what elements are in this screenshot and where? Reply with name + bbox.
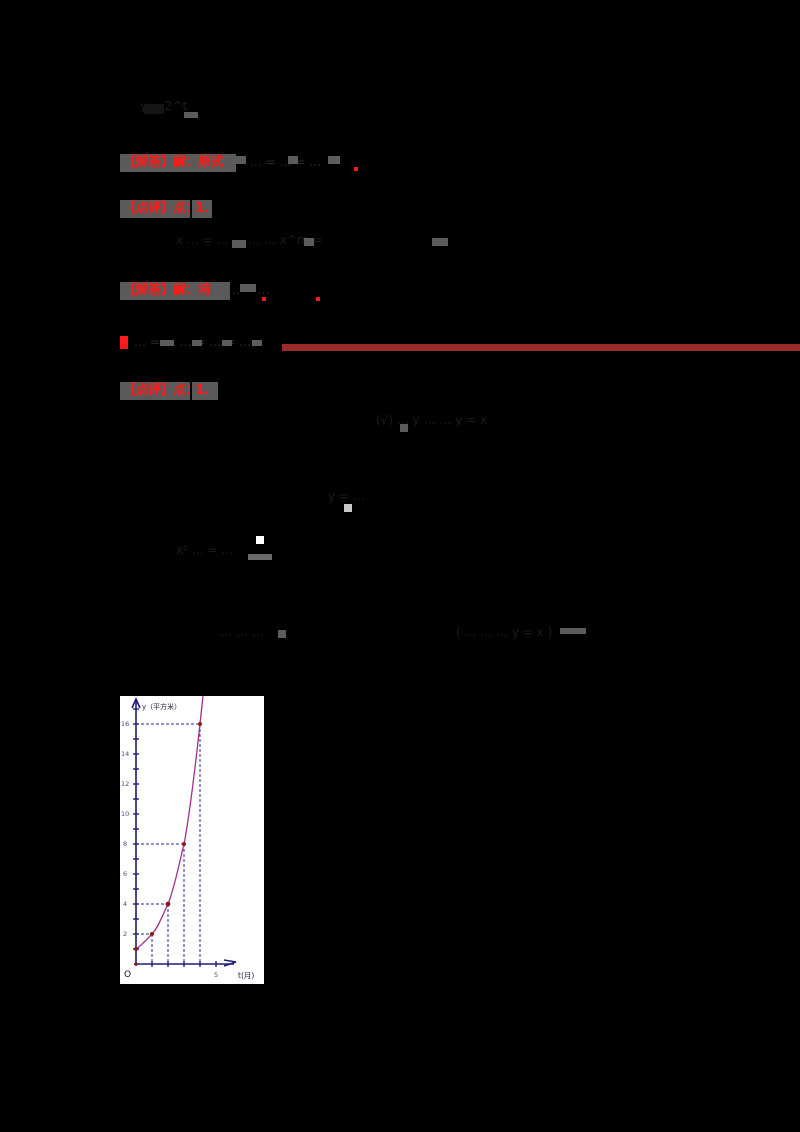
formula-chip-gray [184,112,198,118]
equals-chip [232,156,246,164]
dashed-guides [136,723,201,964]
answer-label-2: 【解答】解：将 [120,282,230,300]
equals-chip [232,240,246,248]
formula-chip-gray [400,424,408,432]
equals-chip [240,284,256,292]
equals-chip [304,238,314,246]
svg-text:8: 8 [123,840,127,848]
chart-svg: 2 4 6 8 10 12 14 16 5 O y（平方米） t(月) [121,696,254,980]
y-axis [131,697,141,966]
formula-line-2: x … = … … … … x^m = [176,233,323,247]
y-ticks [133,708,139,950]
equals-chip [288,156,298,164]
formula-line-7-left: … … … [220,625,264,639]
formula-line-7-right: ( … … … y = x ) [456,625,553,639]
comment-tail-2: 1. [192,382,218,400]
equals-chip [222,340,232,346]
answer-math-1: = … = … = … [236,155,322,169]
equals-chip [560,628,586,634]
equals-chip [160,340,174,346]
comment-tail-1: 1. [192,200,212,218]
fraction-bar [248,554,272,560]
therefore-marker [120,336,128,349]
svg-text:4: 4 [123,900,127,908]
formula-chip-gray [344,504,352,512]
horizontal-rule [282,344,800,351]
svg-text:2: 2 [123,930,127,938]
y-tick-labels: 2 4 6 8 10 12 14 16 [121,720,129,938]
svg-text:14: 14 [121,750,129,758]
svg-text:16: 16 [121,720,129,728]
exponential-growth-chart: 2 4 6 8 10 12 14 16 5 O y（平方米） t(月) [120,696,264,984]
svg-text:12: 12 [121,780,129,788]
period-mark [262,297,266,301]
x-axis-label: t(月) [238,971,254,980]
formula-line-4: (√) … y … … y = x [376,413,488,427]
equals-chip [192,340,202,346]
answer-label-1: 【解答】解：原式 [120,154,236,172]
svg-text:10: 10 [121,810,129,818]
data-points [134,722,202,966]
equals-chip [252,340,262,346]
equals-chip [432,238,448,246]
x-tick-label-5: 5 [214,971,218,979]
formula-line-5: y = … [328,489,365,503]
comment-label-2: 【点评】点： [120,382,199,400]
origin-label: O [124,970,131,980]
comment-label-text: 【点评】点： [123,201,199,216]
period-mark [354,167,358,171]
equals-chip [328,156,340,164]
fraction-box [256,536,264,544]
x-axis [134,959,237,967]
y-axis-label: y（平方米） [142,702,181,711]
x-ticks [151,961,217,967]
formula-chip-gray [278,630,286,638]
formula-line-6: x² … = … [176,543,234,557]
comment-label-1: 【点评】点： [120,200,199,218]
svg-text:6: 6 [123,870,127,878]
period-mark [316,297,320,301]
exponential-curve [135,696,204,950]
formula-chip [144,104,164,114]
